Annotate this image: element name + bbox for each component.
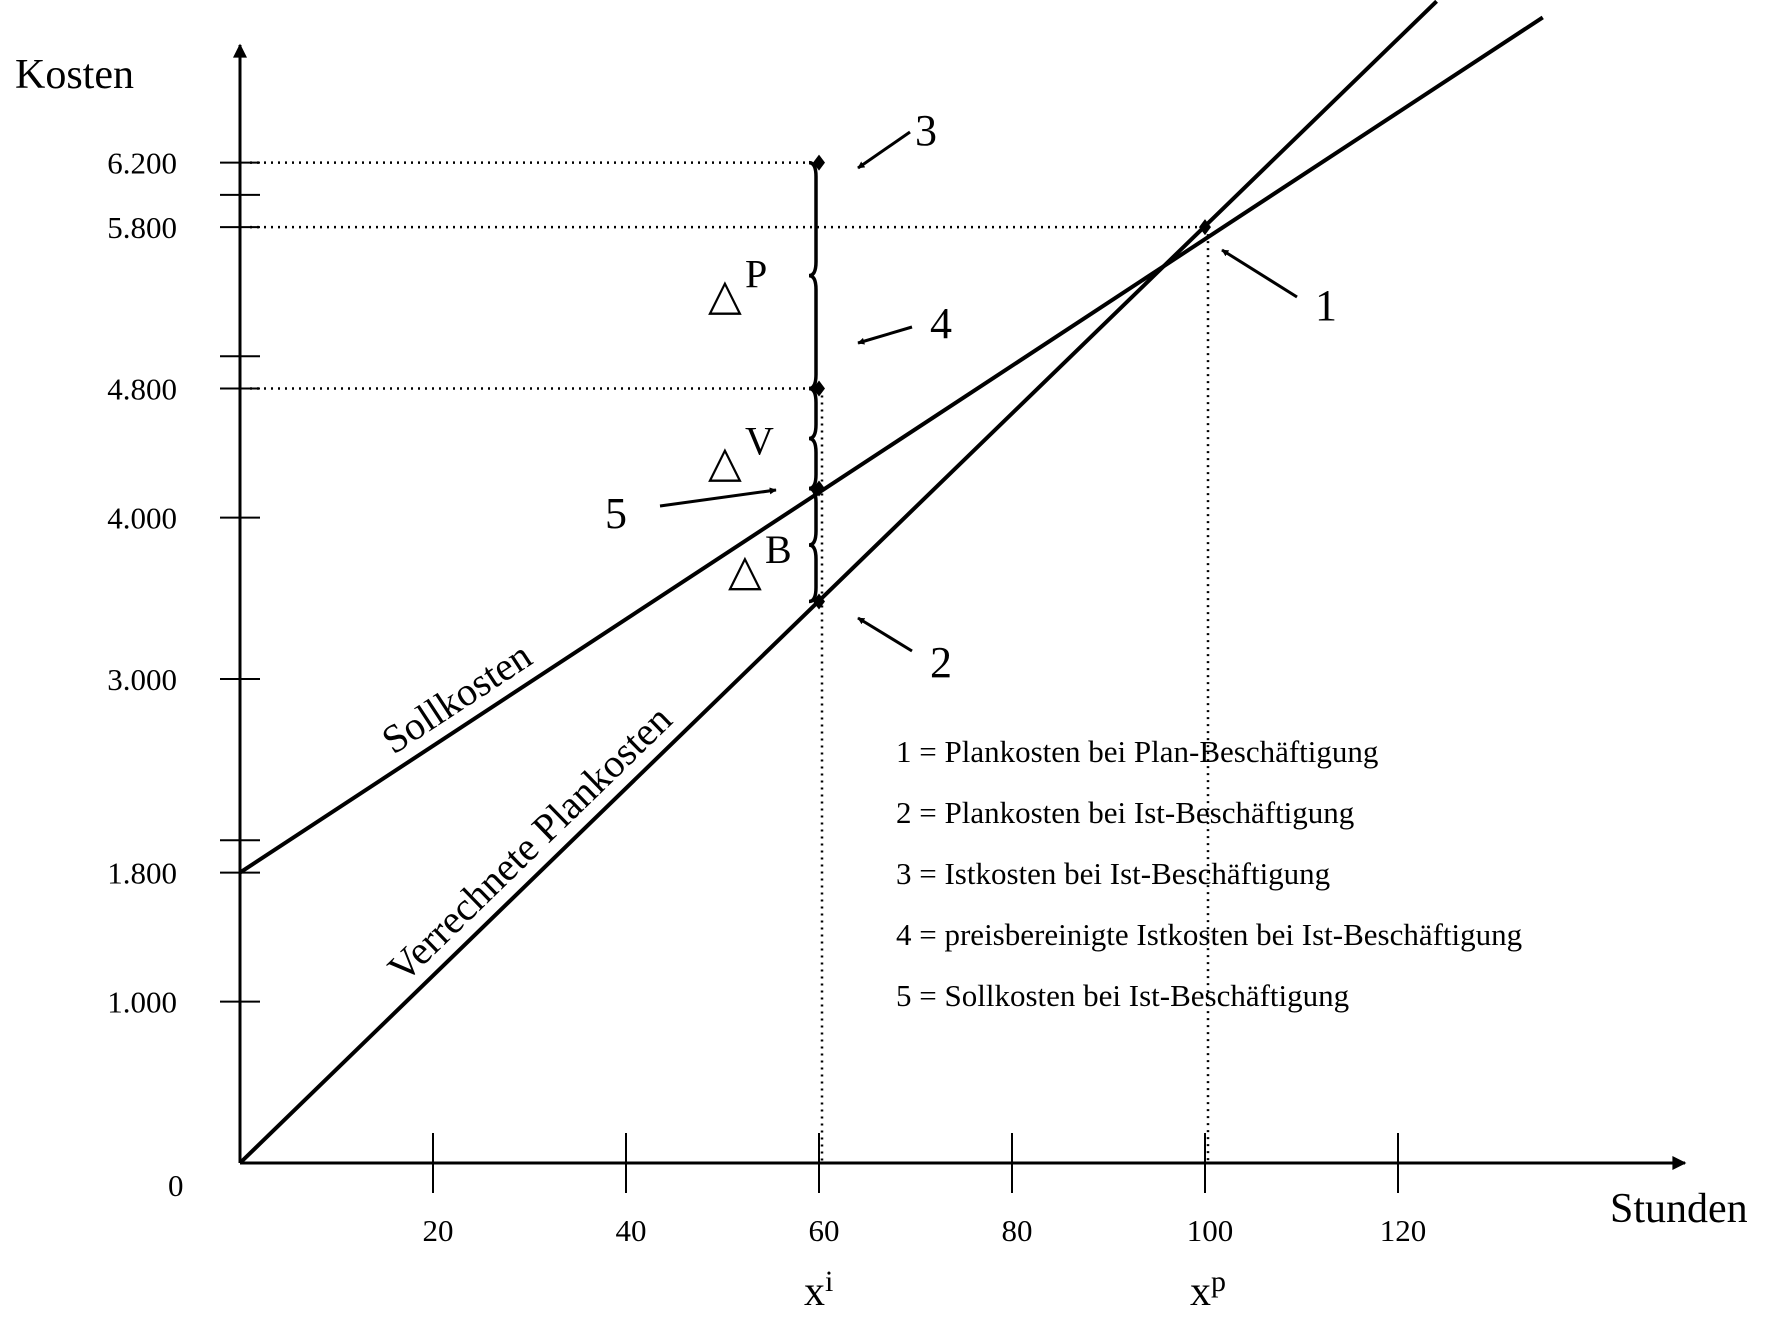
- y-tick-label: 1.800: [107, 856, 177, 891]
- brace-delta-P: [808, 160, 818, 391]
- x-marker-i: xi: [804, 1265, 833, 1315]
- arrow-5: [659, 487, 777, 508]
- point-marker-4: [813, 380, 825, 397]
- points: [813, 154, 1211, 610]
- delta-sub-V: V: [745, 419, 774, 464]
- y-tick-label: 5.800: [107, 210, 177, 245]
- arrow-1: [1221, 248, 1298, 299]
- point-marker-1: [1199, 219, 1211, 236]
- brace-delta-B: [808, 486, 818, 604]
- delta-symbol-B: △: [728, 546, 762, 595]
- x-tick-label: 80: [1002, 1213, 1033, 1248]
- sollkosten-label: Sollkosten: [374, 632, 540, 762]
- point-label-1: 1: [1315, 281, 1337, 330]
- y-tick-label: 1.000: [107, 985, 177, 1020]
- delta-sub-B: B: [765, 527, 792, 572]
- arrow-2: [857, 616, 913, 653]
- origin-label: 0: [168, 1168, 184, 1203]
- point-label-4: 4: [930, 299, 952, 348]
- series-lines: [238, 0, 1544, 1165]
- point-marker-5: [813, 480, 825, 497]
- arrows: [659, 130, 1298, 653]
- point-marker-2: [813, 593, 825, 610]
- legend-item-1: 1 = Plankosten bei Plan-Beschäftigung: [896, 734, 1378, 769]
- legend-item-5: 5 = Sollkosten bei Ist-Beschäftigung: [896, 978, 1349, 1013]
- y-tick-label: 4.800: [107, 372, 177, 407]
- legend-item-4: 4 = preisbereinigte Istkosten bei Ist-Be…: [896, 917, 1522, 952]
- legend-item-2: 2 = Plankosten bei Ist-Beschäftigung: [896, 795, 1354, 830]
- delta-symbol-P: △: [708, 271, 742, 320]
- verrechnete-plankosten-line: [238, 0, 1438, 1165]
- x-tick-label: 20: [423, 1213, 454, 1248]
- x-axis-label: Stunden: [1610, 1186, 1748, 1232]
- x-tick-label: 60: [809, 1213, 840, 1248]
- x-tick-label: 40: [616, 1213, 647, 1248]
- point-label-2: 2: [930, 638, 952, 687]
- legend-item-3: 3 = Istkosten bei Ist-Beschäftigung: [896, 856, 1330, 891]
- arrow-4: [857, 325, 913, 345]
- point-label-3: 3: [915, 106, 937, 155]
- y-tick-label: 6.200: [107, 146, 177, 181]
- y-axis-label: Kosten: [15, 52, 134, 98]
- arrow-3: [857, 130, 911, 170]
- x-tick-label: 120: [1380, 1213, 1427, 1248]
- brace-delta-V: [808, 386, 818, 491]
- point-label-5: 5: [605, 489, 627, 538]
- sollkosten-line: [238, 15, 1544, 875]
- y-tick-label: 4.000: [107, 501, 177, 536]
- delta-sub-P: P: [745, 252, 767, 297]
- x-tick-label: 100: [1187, 1213, 1234, 1248]
- point-marker-3: [813, 154, 825, 171]
- braces: [808, 160, 818, 604]
- legend: 1 = Plankosten bei Plan-Beschäftigung 2 …: [896, 734, 1522, 1013]
- guide-lines: [250, 161, 1210, 1163]
- axes: [233, 43, 1687, 1170]
- y-tick-label: 3.000: [107, 662, 177, 697]
- x-marker-p: xp: [1190, 1265, 1226, 1315]
- delta-symbol-V: △: [708, 438, 742, 487]
